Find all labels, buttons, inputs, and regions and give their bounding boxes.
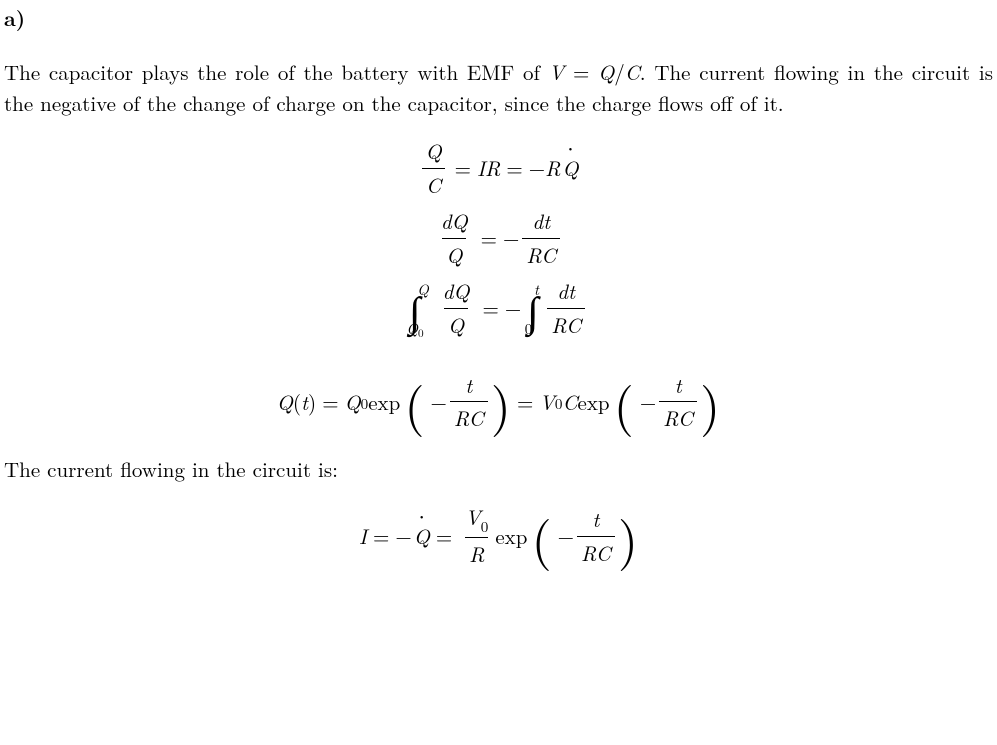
Q-dot: Q: [562, 153, 578, 183]
frac-num: Q: [422, 136, 446, 167]
intro-paragraph: The capacitor plays the role of the batt…: [4, 57, 993, 118]
exp: exp: [495, 521, 527, 551]
p1-slash: /: [614, 57, 625, 87]
frac-den: RC: [547, 308, 585, 340]
frac-den: Q: [444, 308, 468, 340]
var-C: C: [625, 57, 640, 87]
open-paren: (: [293, 387, 301, 417]
frac-dQ-over-Q: dQ Q: [439, 276, 474, 340]
Q: Q: [277, 387, 293, 417]
int-upper: t: [533, 282, 541, 297]
integral-2: ∫ t 0: [527, 284, 544, 332]
section-label: a): [4, 3, 993, 33]
equation-block-1: Q C = IR = − R Q dQ Q = − dt RC ∫ Q Q0: [4, 136, 993, 340]
frac-den: Q: [442, 238, 466, 270]
equals-2: =: [506, 153, 522, 183]
frac-num: t: [461, 370, 476, 401]
frac-num: t: [671, 370, 686, 401]
big-paren-close: ): [700, 383, 720, 425]
Q: Q: [406, 318, 418, 339]
current-paragraph: The current flowing in the circuit is:: [4, 454, 993, 484]
frac-num: dt: [553, 276, 579, 307]
minus: −: [503, 223, 519, 253]
frac-t-over-RC: t RC: [450, 370, 488, 434]
frac-num: dt: [528, 206, 554, 237]
IR: IR: [477, 153, 500, 183]
equation-3: ∫ Q Q0 dQ Q = − ∫ t 0 dt RC: [4, 276, 993, 340]
equals-2: =: [436, 521, 452, 551]
equals: =: [481, 223, 497, 253]
frac-den: RC: [522, 238, 560, 270]
var-Q: Q: [598, 57, 614, 87]
frac-V0-over-R: V0 R: [461, 502, 492, 570]
R: R: [545, 153, 560, 183]
V0-sub: 0: [555, 393, 563, 415]
frac-num: dQ: [439, 276, 474, 307]
equation-block-2: Q ( t ) = Q 0 exp ( − t RC ) = V 0 C exp…: [4, 370, 993, 434]
big-paren-open: (: [531, 517, 551, 559]
frac-den: R: [465, 537, 488, 569]
equals: =: [482, 293, 498, 323]
equals-1: =: [455, 153, 471, 183]
minus-2: −: [640, 387, 656, 417]
equation-5: I = − Q = V0 R exp ( − t RC ): [4, 502, 993, 570]
minus: −: [505, 293, 521, 323]
V0-V: V: [539, 387, 555, 417]
I: I: [359, 521, 367, 551]
frac-den: C: [422, 168, 445, 200]
big-paren-close: ): [618, 517, 638, 559]
equals-2: =: [517, 387, 533, 417]
exp-2: exp: [578, 387, 610, 417]
equation-1: Q C = IR = − R Q: [4, 136, 993, 200]
minus-1: −: [431, 387, 447, 417]
big-paren-open: (: [404, 383, 424, 425]
frac-t-over-RC-2: t RC: [659, 370, 697, 434]
frac-dt-over-RC: dt RC: [547, 276, 585, 340]
equation-4: Q ( t ) = Q 0 exp ( − t RC ) = V 0 C exp…: [4, 370, 993, 434]
frac-den: RC: [577, 536, 615, 568]
equation-block-3: I = − Q = V0 R exp ( − t RC ): [4, 502, 993, 570]
C: C: [562, 387, 577, 417]
frac-dQ-over-Q: dQ Q: [437, 206, 472, 270]
p1-text-1: The capacitor plays the role of the batt…: [4, 57, 549, 87]
frac-den: RC: [450, 401, 488, 433]
frac-dt-over-RC: dt RC: [522, 206, 560, 270]
Q-dot: Q: [414, 521, 430, 551]
minus: −: [529, 153, 545, 183]
frac-den: RC: [659, 401, 697, 433]
V: V: [465, 502, 481, 532]
int-upper: Q: [414, 282, 431, 297]
equals-1: =: [373, 521, 389, 551]
equation-2: dQ Q = − dt RC: [4, 206, 993, 270]
minus-2: −: [558, 521, 574, 551]
frac-num: V0: [461, 502, 492, 537]
frac-Q-over-C: Q C: [422, 136, 446, 200]
frac-num: t: [588, 504, 603, 535]
minus-1: −: [395, 521, 411, 551]
exp-1: exp: [368, 387, 400, 417]
equals-1: =: [322, 387, 338, 417]
big-paren-open: (: [614, 383, 634, 425]
int-lower: 0: [525, 321, 533, 336]
zero-sub: 0: [481, 516, 489, 537]
zero-sub: 0: [418, 325, 424, 341]
integral-1: ∫ Q Q0: [409, 284, 436, 332]
int-lower: Q0: [406, 321, 423, 336]
close-paren: ): [308, 387, 316, 417]
frac-t-over-RC: t RC: [577, 504, 615, 568]
t: t: [301, 387, 308, 417]
Q0-sub: 0: [361, 393, 369, 415]
frac-num: dQ: [437, 206, 472, 237]
Q0-Q: Q: [345, 387, 361, 417]
p1-eq: =: [564, 57, 598, 87]
big-paren-close: ): [491, 383, 511, 425]
var-V: V: [549, 57, 565, 87]
